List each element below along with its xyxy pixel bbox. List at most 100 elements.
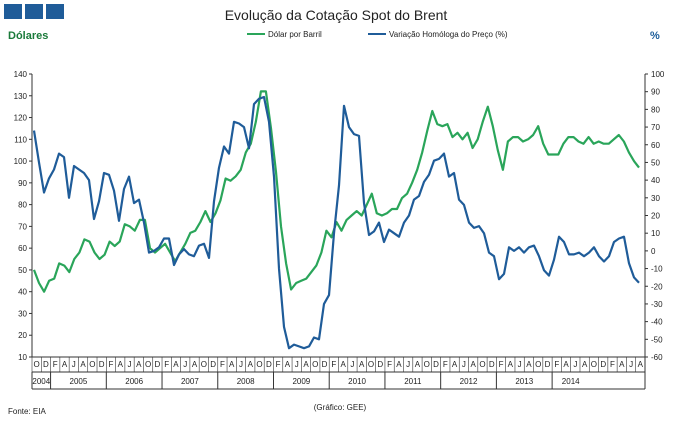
x-month-label: F: [499, 360, 504, 369]
series-line-price: [32, 90, 640, 293]
x-month-label: J: [629, 360, 633, 369]
x-month-label: O: [312, 360, 318, 369]
x-month-label: D: [489, 360, 495, 369]
legend-label-price: Dólar por Barril: [268, 30, 322, 39]
x-year-label: 2012: [460, 377, 478, 386]
x-month-label: F: [276, 360, 281, 369]
legend: Dólar por Barril Variação Homóloga do Pr…: [247, 30, 508, 39]
y-tick-label: 50: [18, 266, 27, 275]
y-tick-label: 80: [18, 201, 27, 210]
x-month-label: O: [201, 360, 207, 369]
chart-title: Evolução da Cotação Spot do Brent: [225, 7, 448, 23]
x-year-label: 2014: [562, 377, 580, 386]
x-month-label: A: [619, 360, 625, 369]
x-month-label: A: [303, 360, 309, 369]
y-tick-label: 10: [18, 353, 27, 362]
x-month-label: A: [136, 360, 142, 369]
credit-note: (Gráfico: GEE): [314, 403, 367, 412]
x-month-label: D: [266, 360, 272, 369]
x-month-label: O: [256, 360, 262, 369]
logo-block: [4, 4, 22, 19]
x-month-label: D: [545, 360, 551, 369]
x-year-label: 2011: [404, 377, 422, 386]
x-month-label: A: [452, 360, 458, 369]
x-month-label: J: [406, 360, 410, 369]
x-month-label: O: [591, 360, 597, 369]
y2-tick-label: -40: [651, 318, 663, 327]
x-month-label: F: [164, 360, 169, 369]
x-month-label: F: [554, 360, 559, 369]
y2-tick-label: -30: [651, 300, 663, 309]
x-month-label: A: [638, 360, 644, 369]
x-month-label: J: [295, 360, 299, 369]
y-tick-label: 20: [18, 331, 27, 340]
x-month-label: J: [128, 360, 132, 369]
x-month-label: A: [192, 360, 198, 369]
x-year-label: 2005: [70, 377, 88, 386]
y2-tick-label: 80: [651, 105, 660, 114]
y2-tick-label: -60: [651, 353, 663, 362]
x-month-label: O: [424, 360, 430, 369]
y-tick-label: 120: [14, 114, 28, 123]
x-month-label: D: [154, 360, 160, 369]
x-month-label: F: [331, 360, 336, 369]
x-month-label: A: [285, 360, 291, 369]
y2-tick-label: 90: [651, 88, 660, 97]
x-year-label: 2009: [292, 377, 310, 386]
x-month-label: A: [80, 360, 86, 369]
x-month-label: A: [526, 360, 532, 369]
x-month-label: D: [377, 360, 383, 369]
y2-tick-label: 30: [651, 194, 660, 203]
x-month-label: A: [340, 360, 346, 369]
x-month-label: J: [518, 360, 522, 369]
y-tick-label: 60: [18, 244, 27, 253]
x-month-label: D: [210, 360, 216, 369]
y2-tick-label: -20: [651, 282, 663, 291]
y2-tick-label: 60: [651, 141, 660, 150]
logo-block: [25, 4, 43, 19]
y-tick-label: 110: [14, 135, 27, 144]
x-month-label: F: [53, 360, 58, 369]
y-tick-label: 30: [18, 309, 27, 318]
x-month-label: J: [72, 360, 76, 369]
y2-tick-label: 20: [651, 212, 660, 221]
x-month-label: A: [359, 360, 365, 369]
y-tick-label: 130: [14, 92, 28, 101]
y2-tick-label: 70: [651, 123, 660, 132]
x-month-label: O: [535, 360, 541, 369]
source-note: Fonte: EIA: [8, 407, 46, 416]
logo-block: [46, 4, 64, 19]
x-year-label: 2006: [125, 377, 143, 386]
y2-tick-label: 0: [651, 247, 656, 256]
x-month-label: A: [415, 360, 421, 369]
x-month-label: F: [109, 360, 114, 369]
x-month-label: F: [443, 360, 448, 369]
x-month-label: A: [173, 360, 179, 369]
legend-label-change: Variação Homóloga do Preço (%): [389, 30, 508, 39]
x-month-label: A: [582, 360, 588, 369]
x-month-label: O: [479, 360, 485, 369]
x-month-label: F: [220, 360, 225, 369]
series-lines: [32, 90, 640, 350]
x-month-label: J: [573, 360, 577, 369]
x-month-label: J: [462, 360, 466, 369]
x-month-label: D: [43, 360, 49, 369]
x-month-label: J: [239, 360, 243, 369]
x-month-label: D: [600, 360, 606, 369]
x-month-label: J: [350, 360, 354, 369]
x-month-label: A: [62, 360, 68, 369]
x-month-label: O: [89, 360, 95, 369]
y2-tick-label: 50: [651, 158, 660, 167]
x-month-label: A: [229, 360, 235, 369]
x-month-label: A: [471, 360, 477, 369]
x-month-label: D: [433, 360, 439, 369]
y-axis-label: Dólares: [8, 30, 48, 42]
x-month-label: J: [183, 360, 187, 369]
y-tick-label: 140: [14, 70, 28, 79]
x-month-label: F: [610, 360, 615, 369]
x-year-label: 2007: [181, 377, 199, 386]
x-month-label: O: [34, 360, 40, 369]
x-month-label: A: [508, 360, 514, 369]
x-year-label: 2010: [348, 377, 366, 386]
